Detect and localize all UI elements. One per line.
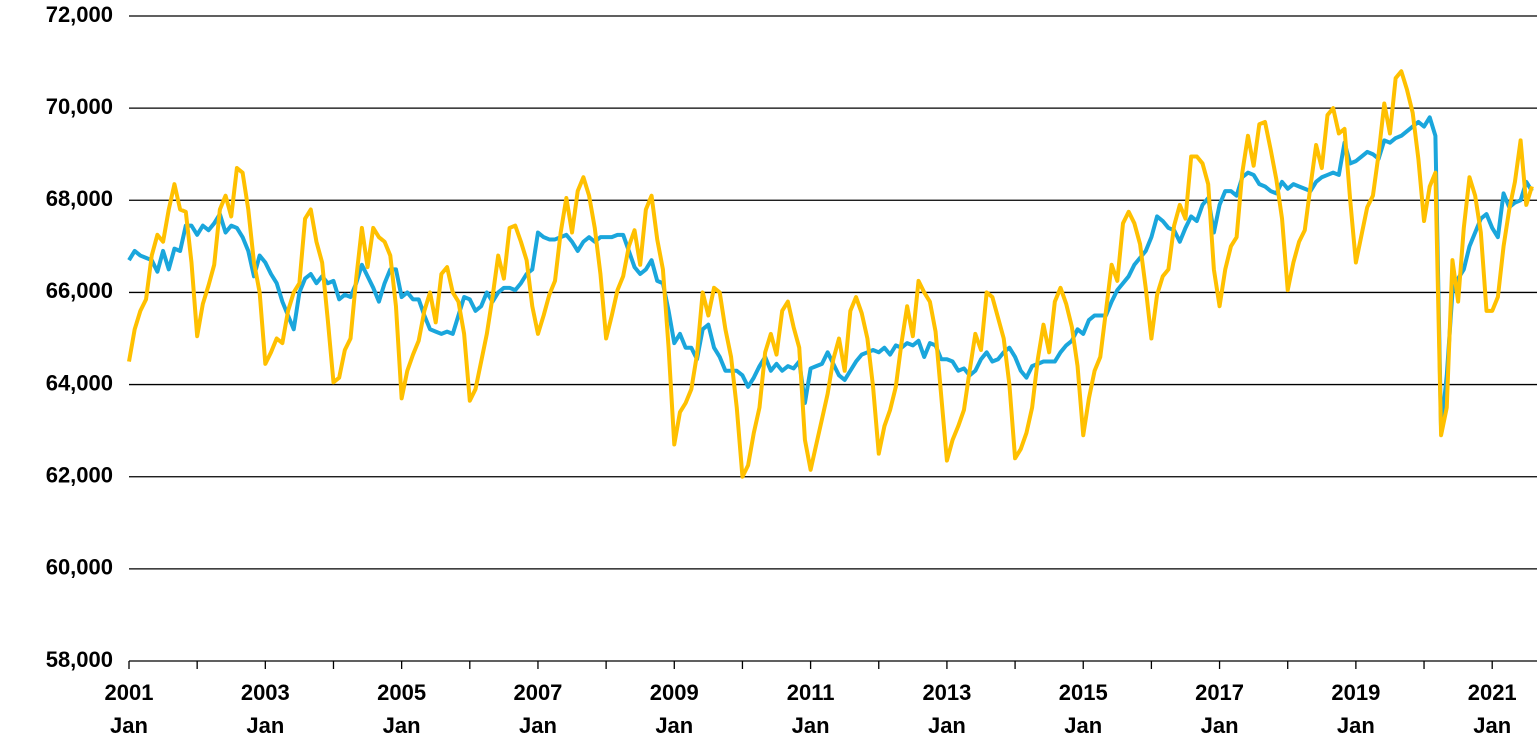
x-tick-label: Jan — [519, 713, 557, 738]
x-tick-label: 2005 — [377, 680, 426, 705]
y-tick-label: 60,000 — [46, 555, 113, 580]
y-tick-label: 58,000 — [46, 647, 113, 672]
y-tick-label: 70,000 — [46, 94, 113, 119]
x-tick-label: 2019 — [1331, 680, 1380, 705]
line-series — [127, 115, 1534, 433]
y-tick-label: 62,000 — [46, 463, 113, 488]
x-tick-label: Jan — [792, 713, 830, 738]
x-tick-label: Jan — [383, 713, 421, 738]
x-tick-label: Jan — [1064, 713, 1102, 738]
x-tick-label: Jan — [655, 713, 693, 738]
x-tick-label: Jan — [928, 713, 966, 738]
y-tick-label: 64,000 — [46, 370, 113, 395]
x-tick-label: 2021 — [1468, 680, 1517, 705]
x-tick-label: 2015 — [1059, 680, 1108, 705]
y-tick-label: 68,000 — [46, 186, 113, 211]
x-tick-label: Jan — [246, 713, 284, 738]
x-tick-label: 2001 — [105, 680, 154, 705]
x-tick-label: 2003 — [241, 680, 290, 705]
y-tick-label: 66,000 — [46, 278, 113, 303]
x-tick-label: 2011 — [787, 680, 835, 705]
x-tick-label: 2013 — [922, 680, 971, 705]
x-tick-label: Jan — [1201, 713, 1239, 738]
y-tick-label: 72,000 — [46, 2, 113, 27]
x-tick-label: Jan — [110, 713, 148, 738]
x-tick-label: 2017 — [1195, 680, 1244, 705]
line-series — [127, 69, 1534, 479]
x-tick-label: 2007 — [513, 680, 562, 705]
x-tick-label: 2009 — [650, 680, 699, 705]
x-tick-label: Jan — [1473, 713, 1511, 738]
x-tick-label: Jan — [1337, 713, 1375, 738]
